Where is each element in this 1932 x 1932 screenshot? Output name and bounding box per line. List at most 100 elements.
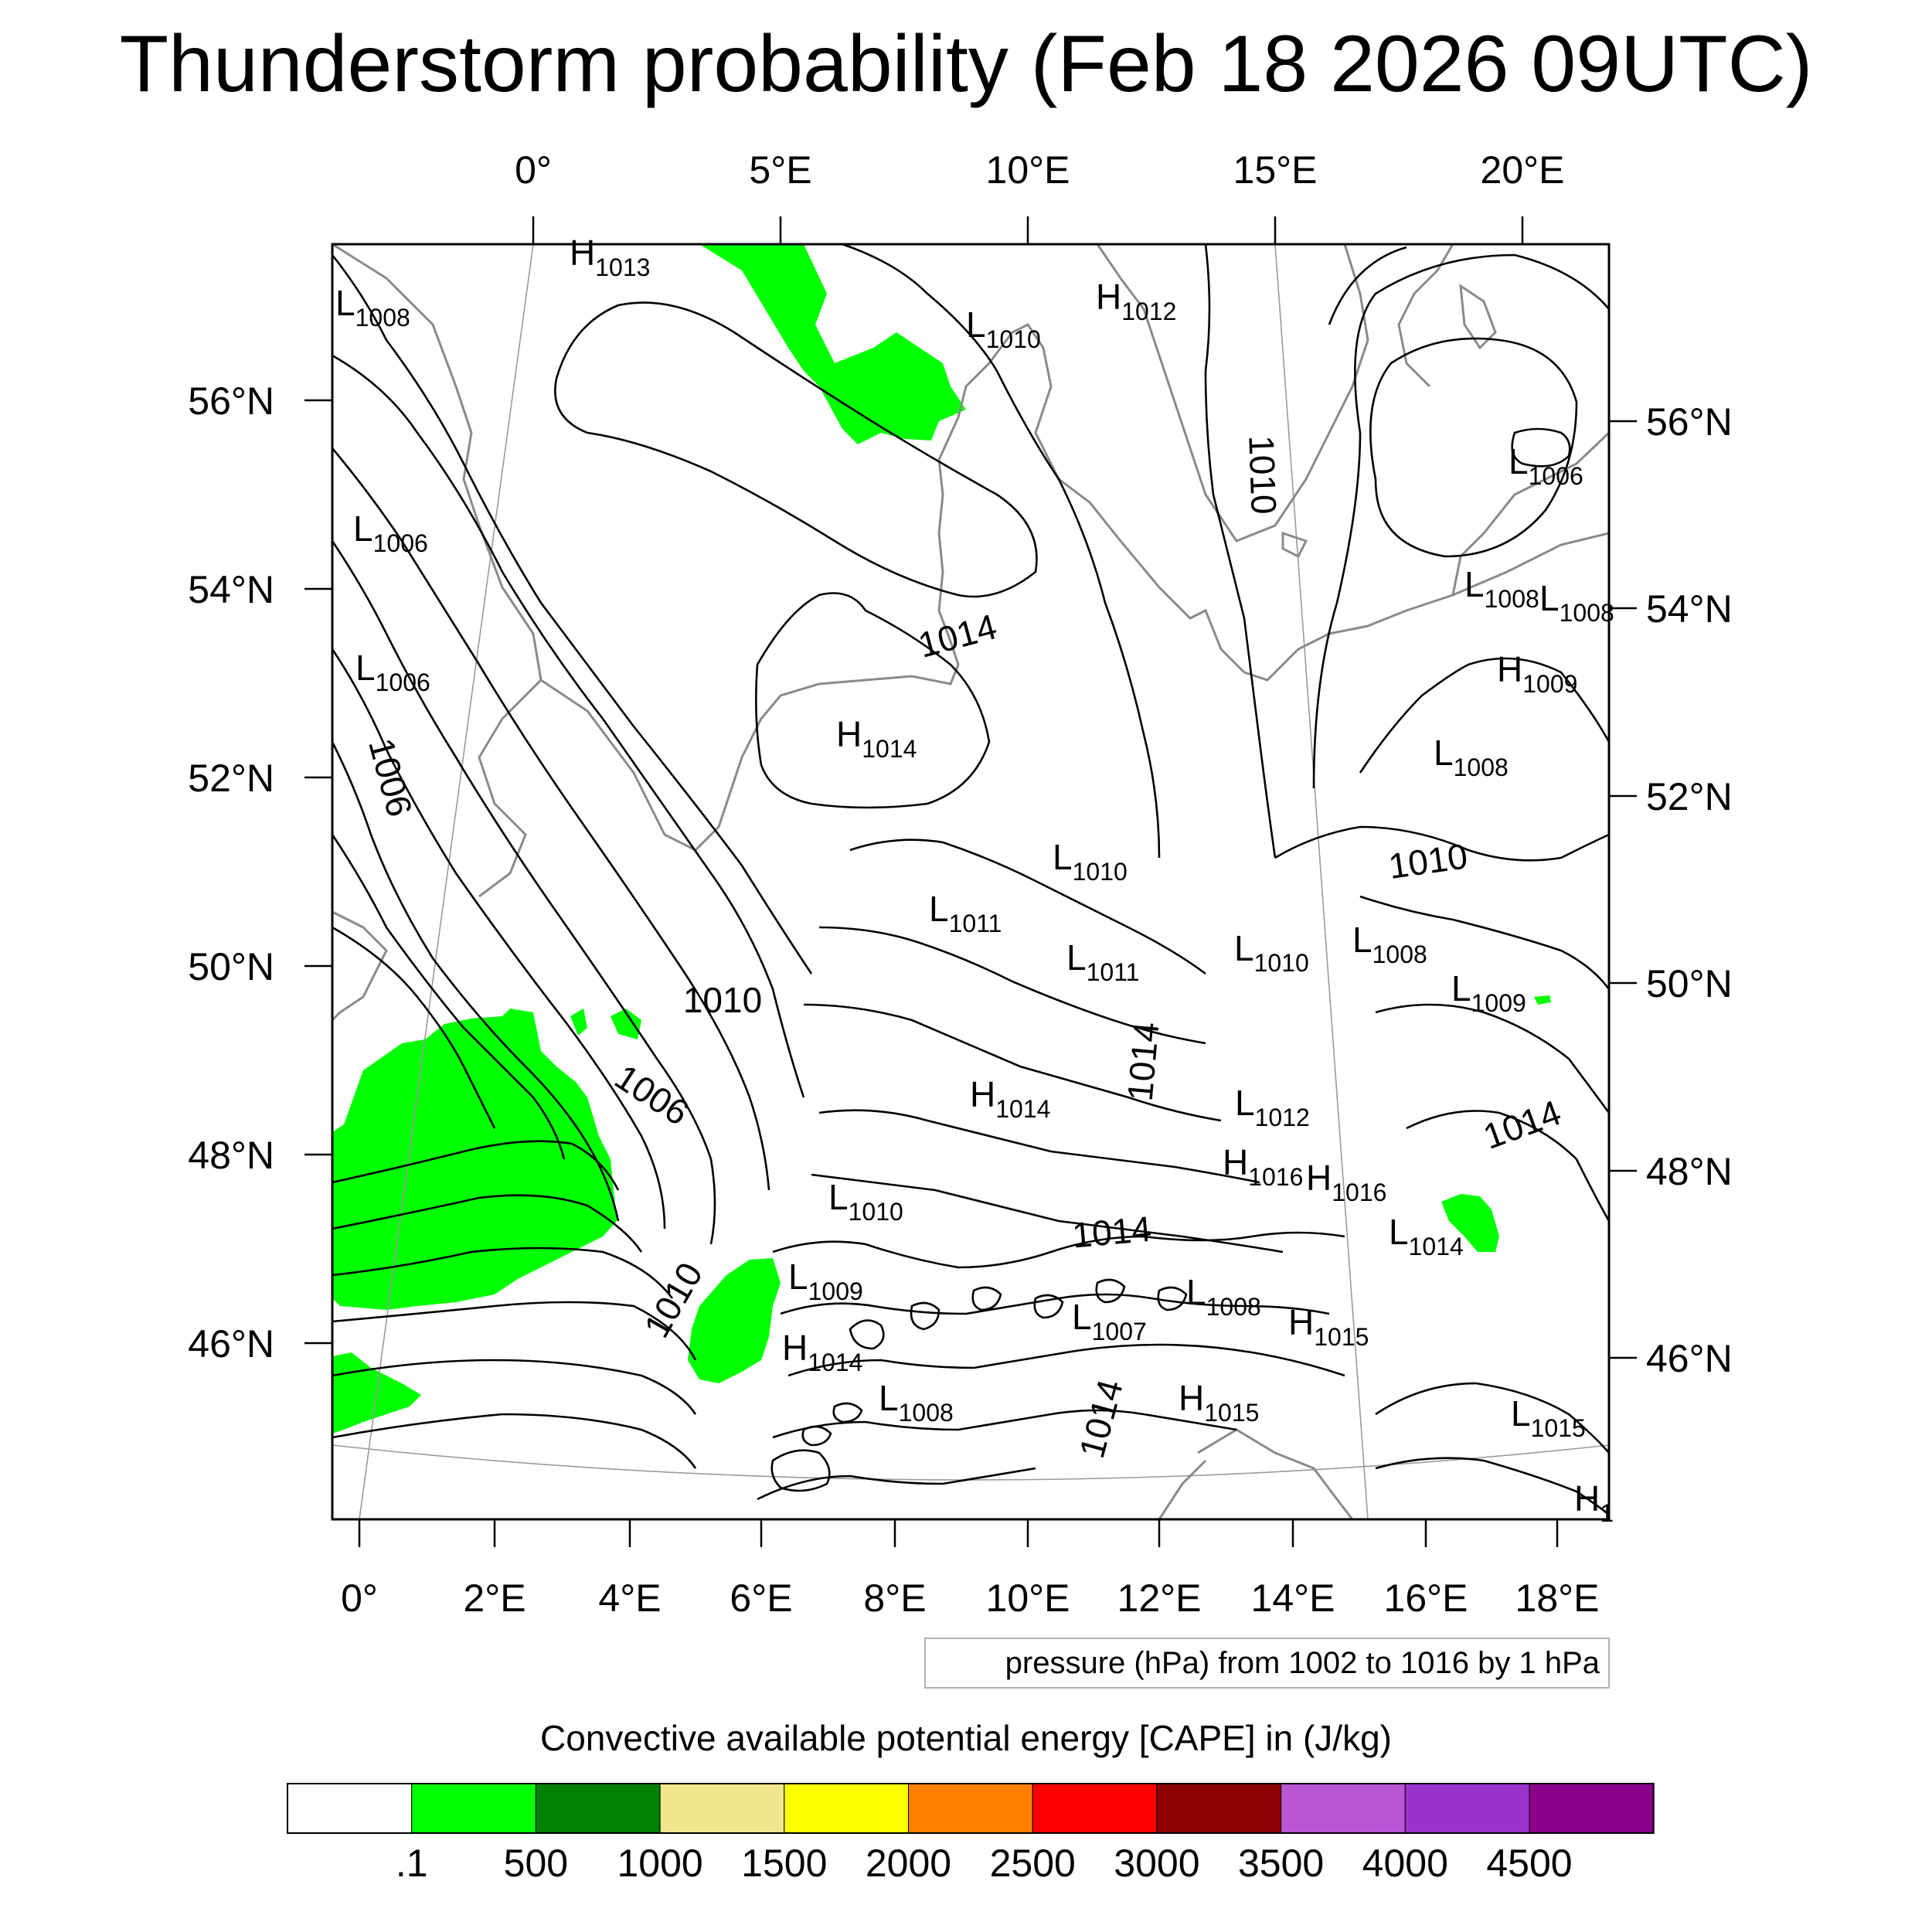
- contour-label: 1010: [1241, 434, 1284, 515]
- colorbar-title: Convective available potential energy [C…: [540, 1718, 1392, 1758]
- isobar-east-5: [1375, 1003, 1611, 1114]
- bottom-axis-label: 2°E: [463, 1577, 526, 1620]
- isobar-france-1: [332, 1140, 620, 1191]
- right-axis-label: 56°N: [1646, 400, 1733, 444]
- bottom-axis-label: 4°E: [598, 1577, 661, 1620]
- colorbar-swatch: [908, 1783, 1033, 1834]
- map-title: Thunderstorm probability (Feb 18 2026 09…: [120, 19, 1813, 109]
- bottom-axis-label: 12°E: [1117, 1577, 1202, 1620]
- isobars: [331, 243, 1611, 1515]
- colorbar-label: 2500: [990, 1842, 1076, 1885]
- isobar-alps-1: [772, 1231, 1345, 1269]
- isobar-nw-3: [332, 447, 770, 1191]
- cape-shading: [332, 244, 1551, 1434]
- colorbar-swatch: [1404, 1783, 1530, 1834]
- pressure-marker: H1012: [1096, 277, 1176, 325]
- pressure-marker: H1014: [782, 1328, 862, 1376]
- pressure-marker: L1008: [1186, 1272, 1261, 1321]
- isobar-central-3: [803, 1003, 1222, 1122]
- colorbar-label: 4500: [1486, 1842, 1572, 1885]
- pressure-marker: H1009: [1497, 649, 1577, 698]
- colorbar-label: 500: [504, 1842, 568, 1885]
- coast-denmark: [937, 323, 1246, 674]
- isobar-east-south-2: [1375, 1457, 1610, 1515]
- pressure-marker: L1010: [1053, 837, 1128, 886]
- colorbar-frame: [287, 1783, 1655, 1834]
- isobar-east-big: [1312, 253, 1610, 789]
- coast-britain: [331, 243, 543, 1022]
- contour-label: 1010: [683, 980, 762, 1020]
- bottom-axis-label: 8°E: [863, 1577, 926, 1620]
- isobar-nw-1: [331, 254, 813, 975]
- isobar-east-low-ring2: [1511, 427, 1571, 468]
- top-axis-label: 10°E: [986, 148, 1070, 192]
- colorbar-swatch: [1156, 1783, 1282, 1834]
- colorbar-swatch: [287, 1783, 413, 1834]
- pressure-marker: L1008: [1434, 733, 1509, 781]
- pressure-marker: L1006: [1509, 441, 1583, 490]
- isobar-nw-6: [331, 741, 620, 1222]
- bottom-axis: 0° 2°E 4°E 6°E 8°E 10°E 12°E 14°E 16°E 1…: [341, 1577, 1599, 1620]
- isobar-north-long: [842, 243, 1161, 859]
- meridian-15e: [1274, 243, 1369, 1520]
- colorbar-swatch: [411, 1783, 536, 1834]
- isobar-alps-detail-2: [770, 1402, 863, 1492]
- left-axis-label: 50°N: [188, 945, 274, 988]
- colorbar-swatch: [784, 1783, 909, 1834]
- coast-france-north: [540, 679, 743, 852]
- isobar-france-3: [332, 1247, 674, 1299]
- pressure-marker: L1009: [1451, 968, 1526, 1017]
- isobar-1010-sweden: [1204, 243, 1277, 859]
- cape-area-poland: [1534, 995, 1551, 1005]
- right-axis-label: 50°N: [1646, 962, 1733, 1005]
- top-axis-label: 15°E: [1233, 148, 1318, 192]
- top-axis: 0° 5°E 10°E 15°E 20°E: [515, 148, 1564, 192]
- isobar-nw-5: [331, 648, 666, 1230]
- pressure-marker: L1012: [1235, 1083, 1310, 1131]
- left-axis-label: 46°N: [188, 1322, 274, 1366]
- cape-area-france: [332, 1009, 617, 1310]
- colorbar-swatch: [659, 1783, 785, 1834]
- cape-area-alps-west: [688, 1258, 781, 1383]
- pressure-marker: H1015: [1288, 1302, 1369, 1351]
- left-axis: 56°N 54°N 52°N 50°N 48°N 46°N: [188, 379, 274, 1366]
- bottom-axis-label: 0°: [341, 1577, 378, 1620]
- colorbar-swatch: [535, 1783, 661, 1834]
- colorbar-labels: .1 500 1000 1500 2000 2500 3000 3500 4000 4500: [396, 1842, 1573, 1885]
- bottom-axis-label: 18°E: [1515, 1577, 1600, 1620]
- cape-area-north-sea: [699, 244, 966, 444]
- cape-area-hungary: [1441, 1194, 1499, 1252]
- contour-label: 1014: [1120, 1020, 1167, 1102]
- isobar-east-south: [1375, 1382, 1610, 1454]
- cape-area-rhine: [611, 1009, 641, 1039]
- isobar-alps-detail-1: [849, 1278, 1188, 1350]
- coast-riga: [1459, 283, 1497, 350]
- pressure-marker: L1010: [966, 304, 1041, 353]
- bottom-axis-label: 6°E: [730, 1577, 792, 1620]
- isobar-alps-4: [772, 1409, 1237, 1439]
- isobar-east-1014: [1406, 1110, 1611, 1222]
- tick-marks: [304, 216, 1637, 1547]
- pressure-marker: L1009: [788, 1257, 863, 1305]
- isobar-france-5: [332, 1359, 697, 1415]
- coast-sweden: [1096, 243, 1369, 543]
- isobar-h1014-dk: [755, 592, 991, 809]
- pressure-marker: H1014: [970, 1074, 1050, 1123]
- isobar-east-low-1: [1328, 246, 1407, 325]
- coast-baltic-south: [1243, 532, 1610, 682]
- right-axis-label: 48°N: [1646, 1150, 1733, 1193]
- colorbar-label: 1000: [617, 1842, 702, 1885]
- plot-area: [332, 244, 1609, 1519]
- meridian-0: [359, 243, 534, 1520]
- isobar-east-2: [1359, 657, 1611, 774]
- top-axis-label: 5°E: [749, 148, 811, 192]
- isobar-central-4: [818, 1109, 1260, 1184]
- pressure-marker: L1010: [1234, 928, 1309, 977]
- colorbar-label: .1: [396, 1842, 428, 1885]
- colorbar-swatch: [1529, 1783, 1655, 1834]
- isobar-east-4: [1359, 895, 1611, 990]
- cape-area-belgium: [570, 1009, 587, 1036]
- pressure-marker: L1014: [1389, 1212, 1464, 1260]
- colorbar: [287, 1783, 1655, 1834]
